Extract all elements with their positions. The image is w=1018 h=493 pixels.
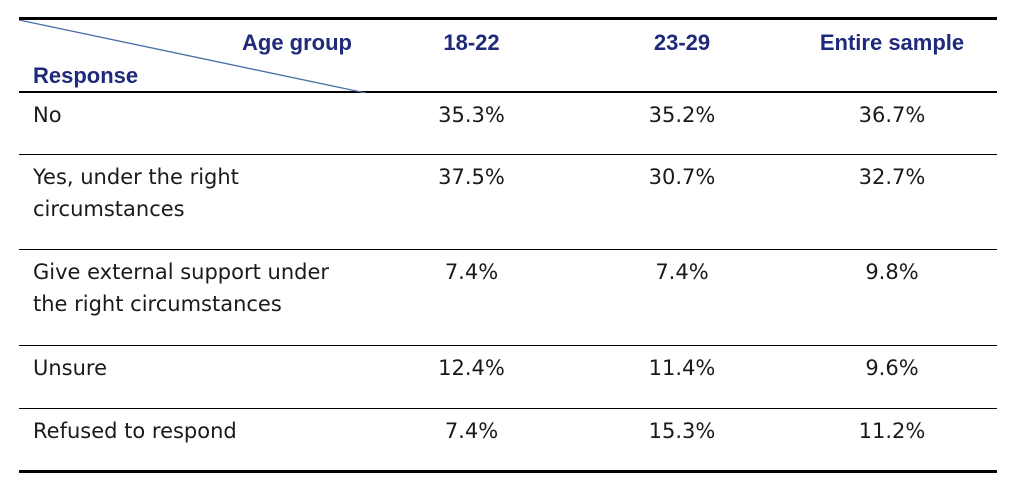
age-response-table: Age group Response 18-22 23-29 Entire sa… [19, 17, 997, 473]
value-cell: 7.4% [366, 249, 577, 346]
response-cell: No [19, 91, 366, 155]
value-cell: 36.7% [787, 91, 997, 155]
data-table-container: Age group Response 18-22 23-29 Entire sa… [19, 17, 997, 473]
value-cell: 12.4% [366, 345, 577, 409]
table-row: Refused to respond 7.4% 15.3% 11.2% [19, 408, 997, 473]
response-label: Response [33, 63, 139, 88]
table-row: Yes, under the right circumstances 37.5%… [19, 154, 997, 250]
value-cell: 30.7% [577, 154, 787, 250]
response-cell: Unsure [19, 345, 366, 409]
value-cell: 9.6% [787, 345, 997, 409]
diagonal-header-cell: Age group Response [19, 19, 366, 93]
table-row: Unsure 12.4% 11.4% 9.6% [19, 345, 997, 409]
value-cell: 35.3% [366, 91, 577, 155]
value-cell: 15.3% [577, 408, 787, 473]
table-header-row: Age group Response 18-22 23-29 Entire sa… [19, 18, 997, 93]
value-cell: 9.8% [787, 249, 997, 346]
age-group-label: Age group [242, 30, 352, 55]
value-cell: 7.4% [577, 249, 787, 346]
value-cell: 7.4% [366, 408, 577, 473]
value-cell: 32.7% [787, 154, 997, 250]
value-cell: 11.4% [577, 345, 787, 409]
value-cell: 11.2% [787, 408, 997, 473]
response-cell: Give external support under the right ci… [19, 249, 366, 346]
column-header-entire-sample: Entire sample [819, 30, 965, 55]
value-cell: 35.2% [577, 91, 787, 155]
response-cell: Yes, under the right circumstances [19, 154, 366, 250]
diagonal-divider-line [19, 20, 366, 93]
table-row: No 35.3% 35.2% 36.7% [19, 91, 997, 155]
column-header-18-22: 18-22 [443, 30, 500, 55]
response-cell: Refused to respond [19, 408, 366, 473]
column-header-23-29: 23-29 [653, 30, 711, 55]
value-cell: 37.5% [366, 154, 577, 250]
table-row: Give external support under the right ci… [19, 249, 997, 346]
